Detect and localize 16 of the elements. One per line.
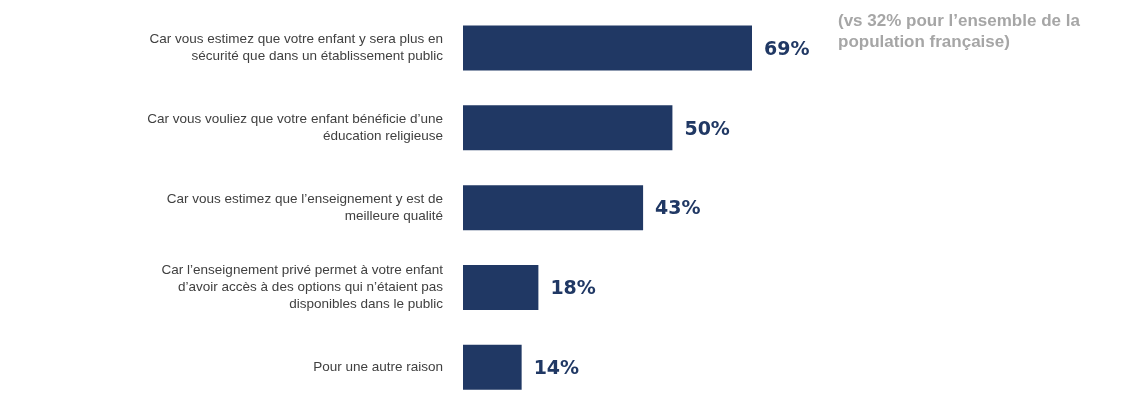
- bar: [463, 344, 522, 390]
- y-tick-label: Car vous vouliez que votre enfant bénéficie d’une éducation religieuse: [147, 110, 443, 143]
- y-tick-label: Car l’enseignement privé permet à votre enfant d’avoir accès à des options qui n’étaient pas disponibles dans le public: [161, 261, 444, 311]
- data-label: 43%: [655, 196, 701, 219]
- y-tick-label: Car vous estimez que votre enfant y sera plus en sécurité que dans un établissement public: [149, 30, 444, 63]
- y-tick-label: Pour une autre raison: [313, 358, 443, 374]
- bar: [463, 264, 539, 310]
- bar: [463, 105, 673, 151]
- data-label: 14%: [533, 356, 580, 378]
- y-tick-label: Car vous estimez que l’enseignement y est de meilleure qualité: [166, 190, 443, 223]
- bar: [463, 185, 644, 231]
- bar: [463, 25, 752, 71]
- data-label: 18%: [550, 276, 596, 299]
- data-label: 50%: [684, 116, 730, 139]
- text: (vs 32% pour l’ensemble de la population française): [838, 10, 1081, 52]
- data-label: 69%: [764, 36, 810, 59]
